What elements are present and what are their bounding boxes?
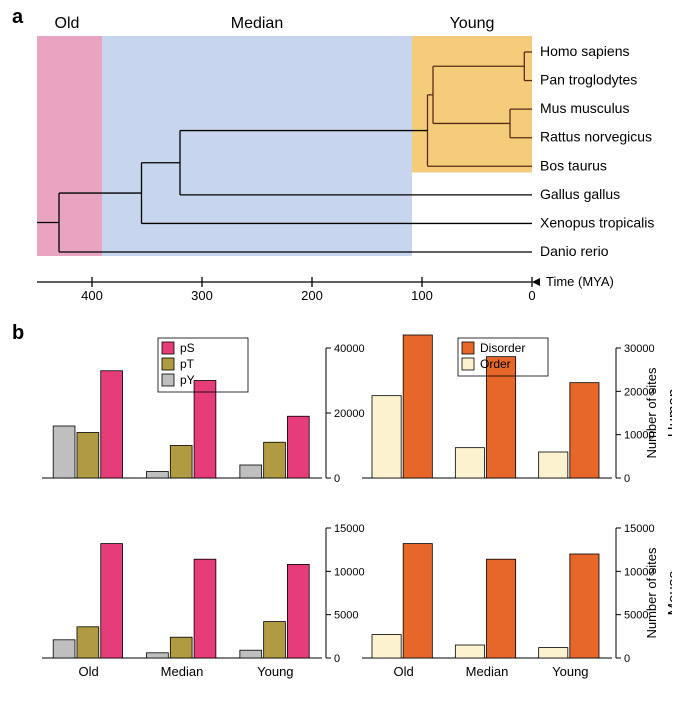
bar <box>147 653 169 658</box>
time-tick-label: 200 <box>301 288 323 303</box>
bar <box>77 627 99 658</box>
bar <box>101 371 123 478</box>
bar <box>372 635 401 658</box>
age-label: Young <box>450 15 495 32</box>
bar <box>539 452 568 478</box>
time-tick-label: 0 <box>528 288 535 303</box>
ytick-label: 5000 <box>334 610 358 622</box>
age-region-young <box>412 36 532 172</box>
legend-label: pY <box>180 373 195 387</box>
ytick-label: 20000 <box>334 408 365 420</box>
bar <box>455 645 484 658</box>
phylogeny-tree: Old Median Young Homo sapiens Pan troglodyte… <box>12 12 672 317</box>
bar <box>240 465 262 478</box>
panel-b-label: b <box>12 322 24 345</box>
bar <box>240 650 262 658</box>
row-label: Mouse <box>665 570 672 615</box>
bar <box>372 396 401 478</box>
bar <box>539 648 568 658</box>
bar <box>194 559 216 658</box>
species-label: Rattus norvegicus <box>540 129 652 145</box>
panel-a: a OldMedianYoungHomo sapiensPan troglody… <box>12 12 673 322</box>
bar <box>570 383 599 478</box>
category-label: Old <box>79 664 99 679</box>
bar <box>194 381 216 479</box>
time-tick-label: 400 <box>81 288 103 303</box>
bar <box>170 637 192 658</box>
legend-swatch <box>162 358 174 370</box>
panel-b: b 02000040000pSpTpY0100002000030000Disor… <box>12 328 673 708</box>
species-label: Pan troglodytes <box>540 72 637 88</box>
bar <box>101 544 123 658</box>
age-label: Old <box>55 15 80 32</box>
bar <box>455 448 484 478</box>
ytick-label: 0 <box>334 473 340 485</box>
species-label: Xenopus tropicalis <box>540 214 654 230</box>
legend-label: pS <box>180 341 195 355</box>
bar-charts: 02000040000pSpTpY0100002000030000Disorde… <box>12 328 672 708</box>
category-label: Old <box>394 664 414 679</box>
bar <box>570 554 599 658</box>
category-label: Young <box>552 664 588 679</box>
ytick-label: 0 <box>624 473 630 485</box>
species-label: Danio rerio <box>540 243 609 259</box>
ytick-label: 30000 <box>624 343 655 355</box>
row-label: Human <box>665 389 672 437</box>
bar <box>147 472 169 479</box>
species-label: Mus musculus <box>540 100 629 116</box>
ytick-label: 40000 <box>334 343 365 355</box>
legend-swatch <box>462 342 474 354</box>
time-tick-label: 100 <box>411 288 433 303</box>
bar <box>170 446 192 479</box>
y-axis-title: Number of sites <box>644 367 659 459</box>
age-label: Median <box>231 15 283 32</box>
bar <box>264 622 286 658</box>
legend-swatch <box>462 358 474 370</box>
bar <box>487 559 516 658</box>
bar <box>287 564 309 658</box>
time-tick-label: 300 <box>191 288 213 303</box>
category-label: Median <box>466 664 509 679</box>
species-label: Bos taurus <box>540 157 607 173</box>
legend-label: Order <box>480 357 511 371</box>
ytick-label: 0 <box>334 653 340 665</box>
legend-swatch <box>162 374 174 386</box>
ytick-label: 0 <box>624 653 630 665</box>
bar <box>403 544 432 658</box>
legend-label: pT <box>180 357 195 371</box>
bar <box>264 442 286 478</box>
y-axis-title: Number of sites <box>644 547 659 639</box>
legend-swatch <box>162 342 174 354</box>
category-label: Young <box>257 664 293 679</box>
category-label: Median <box>161 664 204 679</box>
ytick-label: 15000 <box>624 523 655 535</box>
bar <box>77 433 99 479</box>
time-axis-label: Time (MYA) <box>546 274 614 289</box>
bar <box>287 416 309 478</box>
species-label: Homo sapiens <box>540 43 630 59</box>
ytick-label: 10000 <box>334 566 365 578</box>
bar <box>53 640 75 658</box>
panel-a-label: a <box>12 6 23 29</box>
ytick-label: 15000 <box>334 523 365 535</box>
bar <box>487 357 516 478</box>
bar <box>403 335 432 478</box>
legend-label: Disorder <box>480 341 525 355</box>
species-label: Gallus gallus <box>540 186 620 202</box>
bar <box>53 426 75 478</box>
